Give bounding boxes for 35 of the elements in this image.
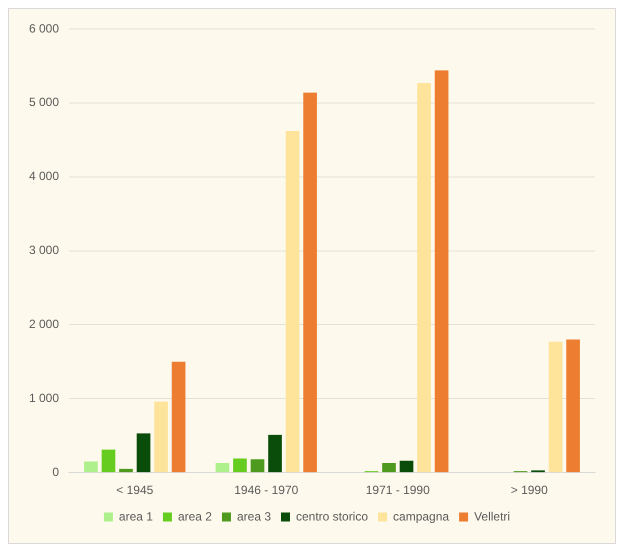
x-tick-label: > 1990 [510, 483, 548, 498]
bar [548, 342, 562, 472]
legend-label: area 1 [118, 509, 154, 524]
y-tick-label: 5 000 [29, 95, 60, 110]
x-tick-label: 1946 - 1970 [234, 483, 299, 498]
bar [250, 459, 264, 472]
bar [434, 70, 448, 472]
legend-label: Velletri [474, 509, 510, 524]
legend-label: area 2 [178, 509, 212, 524]
bar [136, 433, 150, 472]
bar [172, 362, 186, 472]
y-tick-label: 2 000 [29, 317, 60, 332]
bar [268, 434, 282, 472]
bar [216, 462, 230, 472]
bar [233, 458, 247, 472]
bar [382, 462, 396, 472]
bar [119, 468, 133, 472]
legend-label: centro storico [296, 509, 368, 524]
y-tick-label: 3 000 [29, 243, 60, 258]
legend-label: campagna [393, 509, 450, 524]
bar [566, 340, 580, 472]
y-tick-label: 0 [52, 464, 60, 479]
bar [400, 460, 414, 472]
bar [84, 462, 98, 472]
bar [286, 131, 300, 472]
bar [154, 402, 168, 472]
x-tick-label: 1971 - 1990 [366, 483, 430, 498]
bar [417, 82, 431, 472]
legend-label: area 3 [236, 509, 272, 524]
bar [102, 450, 116, 472]
y-tick-label: 6 000 [29, 21, 60, 36]
y-tick-label: 4 000 [29, 169, 60, 184]
y-tick-label: 1 000 [29, 390, 60, 405]
bar [303, 92, 317, 472]
x-tick-label: < 1945 [116, 483, 154, 498]
